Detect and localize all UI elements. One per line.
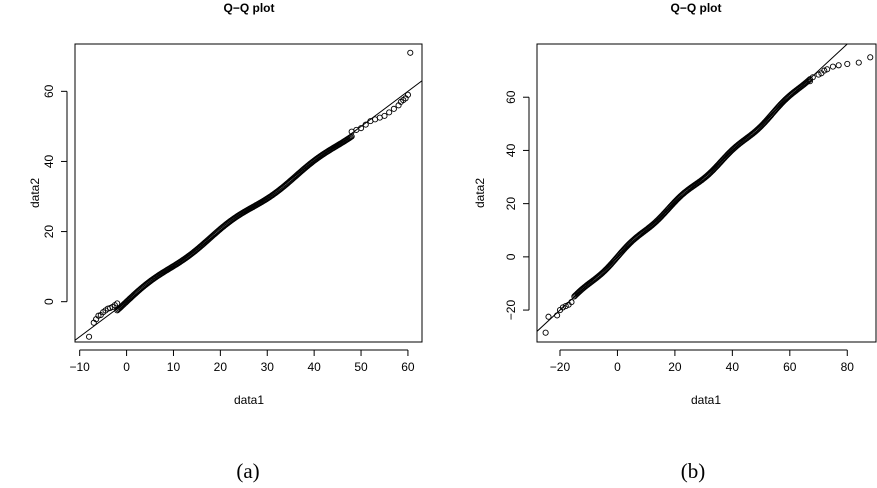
data-point [815, 71, 822, 78]
data-point [568, 299, 575, 306]
x-tick-label: 40 [307, 360, 321, 374]
x-axis-label: data1 [691, 393, 721, 407]
data-point [86, 333, 93, 340]
data-point [362, 121, 369, 128]
x-tick-label: 10 [167, 360, 181, 374]
y-axis: 0 20 40 60 [42, 84, 68, 305]
data-point [386, 109, 393, 116]
x-tick-label: 60 [401, 360, 415, 374]
data-point [806, 78, 813, 85]
y-tick-label: 40 [504, 143, 518, 157]
plot-title: Q−Q plot [224, 1, 275, 15]
data-point [844, 60, 851, 68]
data-point [835, 62, 842, 69]
data-points [542, 54, 874, 336]
data-point [805, 77, 812, 84]
x-axis: −20 0 20 40 60 80 [550, 349, 855, 374]
x-axis-label: data1 [234, 393, 264, 407]
data-point [357, 125, 365, 132]
y-axis-label: data2 [28, 178, 42, 208]
y-tick-label: 40 [42, 154, 56, 168]
data-point [404, 91, 411, 98]
x-tick-label: 20 [668, 360, 682, 374]
plot-frame [74, 43, 423, 343]
x-tick-label: −20 [550, 360, 571, 374]
x-tick-label: 30 [261, 360, 275, 374]
panel-caption: (a) [236, 459, 259, 483]
data-point [545, 313, 552, 320]
x-axis: −10 0 10 20 30 40 50 60 [70, 349, 415, 374]
x-tick-label: 40 [726, 360, 740, 374]
data-point [562, 303, 569, 310]
data-point [390, 105, 397, 112]
y-tick-label: 60 [42, 84, 56, 98]
x-tick-label: 50 [354, 360, 368, 374]
data-point [114, 300, 121, 307]
data-points [86, 49, 414, 340]
y-axis-label: data2 [473, 178, 487, 208]
x-tick-label: 80 [841, 360, 855, 374]
x-tick-label: −10 [70, 360, 91, 374]
y-tick-label: 20 [42, 225, 56, 239]
plot-title: Q−Q plot [671, 1, 722, 15]
data-point [554, 312, 561, 319]
panel-caption: (b) [681, 459, 706, 483]
qq-plot-panel-b: Q−Q plot −20 0 20 40 60 80 −20 0 20 40 60 data1 d… [473, 1, 877, 483]
y-tick-label: 20 [504, 197, 518, 211]
data-point [824, 66, 831, 73]
data-point [855, 59, 862, 66]
plot-frame [536, 43, 877, 343]
x-tick-label: 60 [783, 360, 797, 374]
data-point [867, 54, 874, 61]
data-point [542, 329, 549, 336]
data-point [829, 63, 836, 70]
y-tick-label: 0 [504, 253, 518, 260]
data-point [559, 304, 566, 311]
y-tick-label: 60 [504, 90, 518, 104]
data-point [381, 112, 388, 119]
y-tick-label: 0 [42, 298, 56, 305]
x-tick-label: 0 [614, 360, 621, 374]
x-tick-label: 20 [214, 360, 228, 374]
data-point [804, 77, 812, 85]
y-axis: −20 0 20 40 60 [504, 90, 530, 321]
data-point [407, 49, 414, 56]
x-tick-label: 0 [123, 360, 130, 374]
data-point [821, 67, 828, 74]
data-point [809, 74, 816, 81]
y-tick-label: −20 [504, 300, 518, 321]
